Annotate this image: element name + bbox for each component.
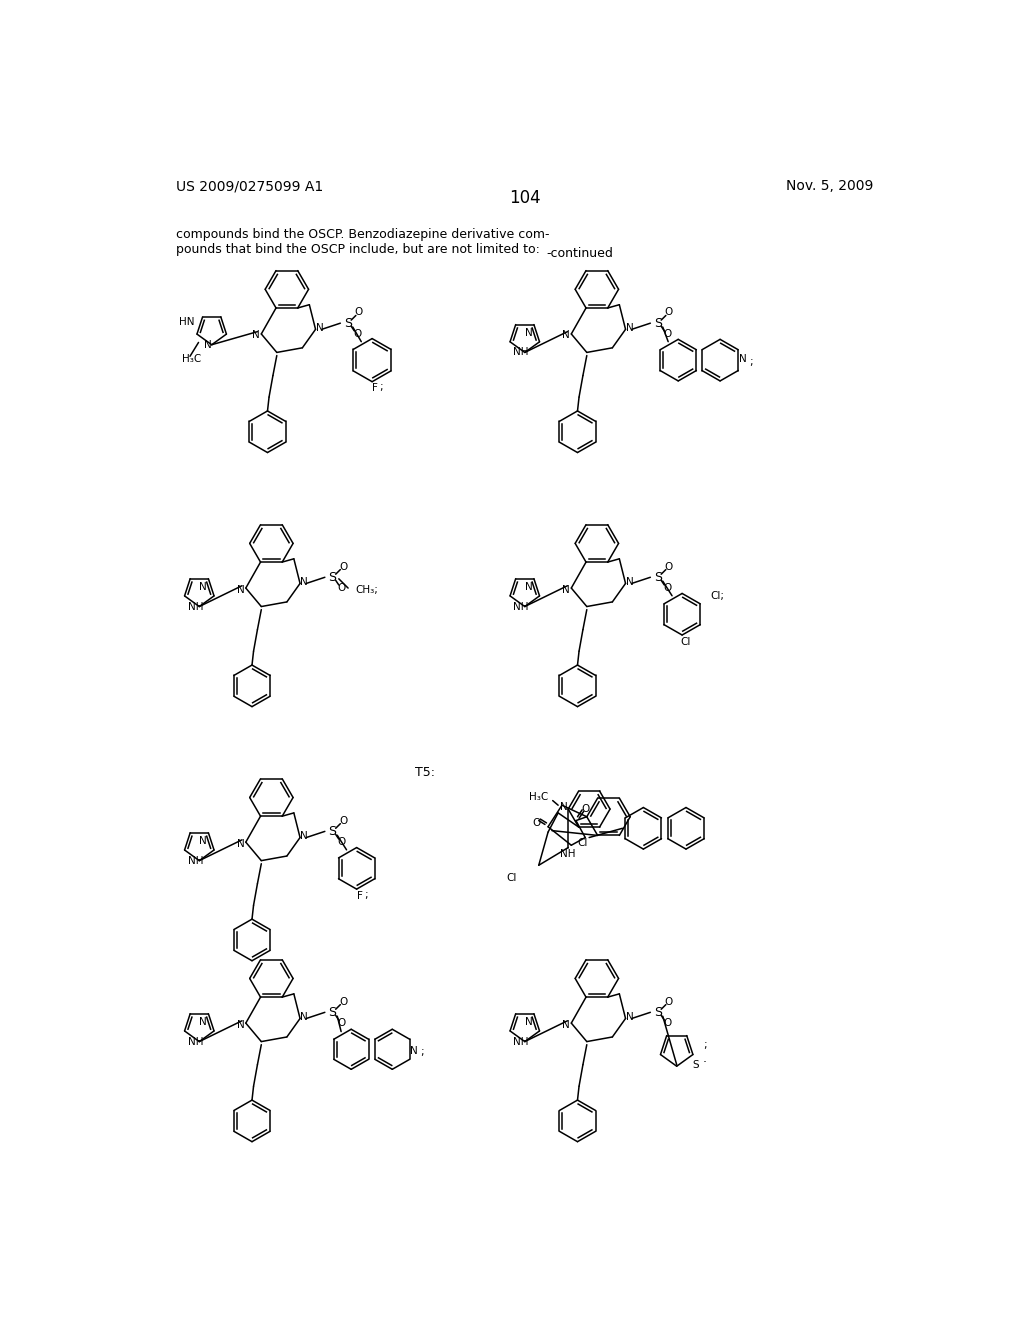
Text: N: N [410, 1045, 418, 1056]
Text: H₃C: H₃C [182, 354, 202, 363]
Text: S: S [329, 570, 337, 583]
Text: O: O [355, 308, 364, 317]
Text: CH₃;: CH₃; [356, 585, 379, 595]
Text: NH: NH [187, 855, 203, 866]
Text: N: N [626, 323, 633, 333]
Text: S: S [344, 317, 352, 330]
Text: N: N [200, 1018, 207, 1027]
Text: N: N [252, 330, 260, 341]
Text: O: O [665, 997, 673, 1007]
Text: N: N [315, 323, 324, 333]
Text: ;: ; [750, 356, 753, 367]
Text: O: O [338, 583, 346, 593]
Text: N: N [237, 1019, 245, 1030]
Text: N: N [300, 832, 308, 841]
Text: N: N [200, 837, 207, 846]
Text: NH: NH [187, 602, 203, 611]
Text: N: N [562, 585, 569, 594]
Text: S: S [654, 570, 663, 583]
Text: N: N [300, 577, 308, 587]
Text: O: O [532, 818, 541, 828]
Text: O: O [339, 997, 347, 1007]
Text: Nov. 5, 2009: Nov. 5, 2009 [786, 180, 873, 193]
Text: S: S [329, 1006, 337, 1019]
Text: N: N [300, 1012, 308, 1022]
Text: S: S [693, 1060, 699, 1069]
Text: N: N [524, 1018, 532, 1027]
Text: O: O [664, 329, 672, 339]
Text: NH: NH [513, 602, 528, 611]
Text: O: O [664, 1018, 672, 1028]
Text: Cl: Cl [680, 638, 690, 647]
Text: F: F [373, 383, 378, 393]
Text: O: O [664, 583, 672, 593]
Text: N: N [204, 339, 212, 350]
Text: O: O [338, 837, 346, 847]
Text: HN: HN [179, 317, 195, 326]
Text: US 2009/0275099 A1: US 2009/0275099 A1 [176, 180, 324, 193]
Text: O: O [665, 561, 673, 572]
Text: N: N [200, 582, 207, 593]
Text: F: F [356, 891, 362, 902]
Text: N: N [626, 1012, 633, 1022]
Text: O: O [353, 329, 361, 339]
Text: N: N [562, 330, 569, 341]
Text: NH: NH [513, 347, 528, 358]
Text: compounds bind the OSCP. Benzodiazepine derivative com-
pounds that bind the OSC: compounds bind the OSCP. Benzodiazepine … [176, 227, 550, 256]
Text: N: N [560, 801, 567, 812]
Text: N: N [524, 582, 532, 593]
Text: H₃C: H₃C [528, 792, 548, 803]
Text: ;: ; [380, 381, 383, 392]
Text: Cl;: Cl; [710, 591, 724, 601]
Text: NH: NH [187, 1036, 203, 1047]
Text: O: O [339, 816, 347, 825]
Text: S: S [329, 825, 337, 838]
Text: S: S [654, 317, 663, 330]
Text: ;: ; [702, 1040, 707, 1051]
Text: Cl: Cl [507, 874, 517, 883]
Text: N: N [237, 585, 245, 594]
Text: N: N [739, 354, 748, 363]
Text: S: S [654, 1006, 663, 1019]
Text: .: . [702, 1052, 707, 1065]
Text: N: N [562, 1019, 569, 1030]
Text: NH: NH [513, 1036, 528, 1047]
Text: N: N [237, 838, 245, 849]
Text: O: O [665, 308, 673, 317]
Text: O: O [582, 804, 590, 814]
Text: -continued: -continued [547, 247, 613, 260]
Text: NH: NH [560, 850, 575, 859]
Text: Cl: Cl [577, 838, 588, 849]
Text: ;: ; [420, 1047, 424, 1057]
Text: O: O [339, 561, 347, 572]
Text: 104: 104 [509, 190, 541, 207]
Text: ;: ; [365, 890, 368, 900]
Text: T5:: T5: [415, 767, 435, 779]
Text: N: N [524, 329, 532, 338]
Text: O: O [338, 1018, 346, 1028]
Text: N: N [626, 577, 633, 587]
